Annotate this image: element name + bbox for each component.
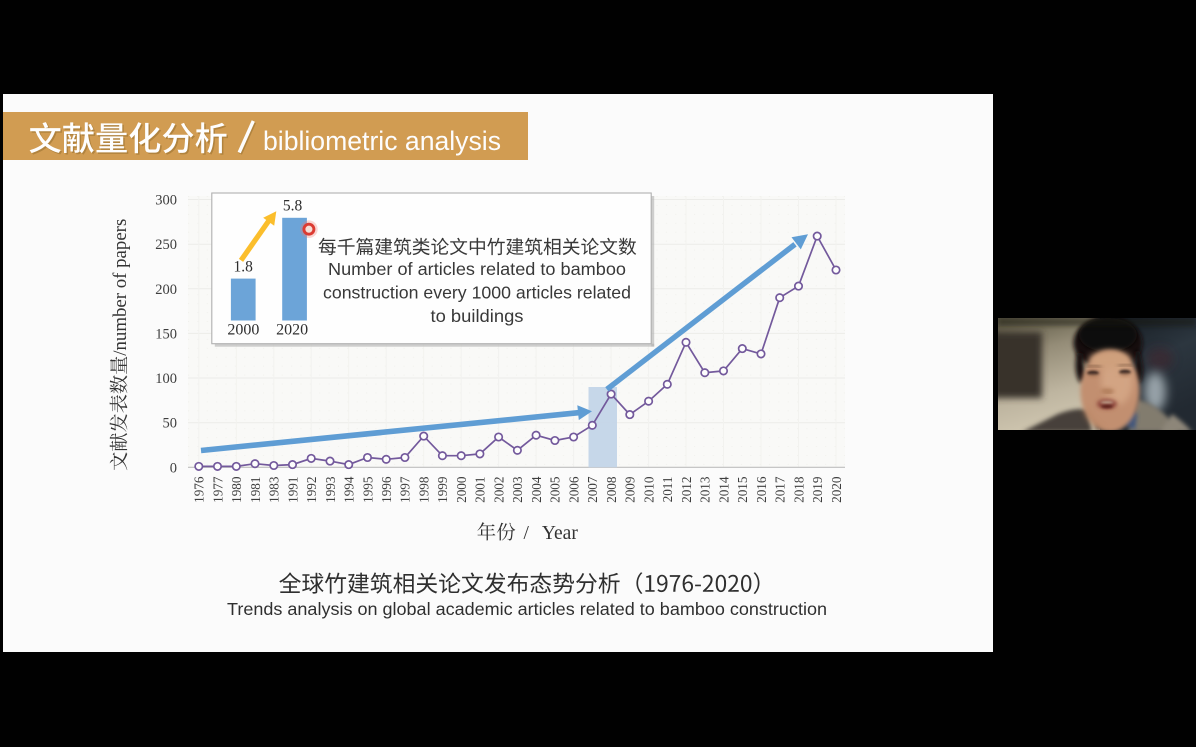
svg-text:1998: 1998 [417,476,432,503]
svg-text:1994: 1994 [342,476,357,503]
svg-text:1991: 1991 [285,477,300,503]
svg-text:1995: 1995 [360,476,375,503]
svg-text:1.8: 1.8 [234,259,254,276]
svg-text:2000: 2000 [227,322,259,339]
svg-text:2010: 2010 [641,476,656,503]
svg-text:1976: 1976 [192,476,207,503]
svg-text:2006: 2006 [566,476,581,503]
svg-text:2000: 2000 [454,476,469,503]
svg-text:2019: 2019 [810,476,825,503]
svg-text:2002: 2002 [491,477,506,503]
svg-text:/number of papers: /number of papers [110,219,131,356]
svg-text:250: 250 [155,237,177,253]
svg-text:Year: Year [542,523,578,544]
svg-text:2020: 2020 [276,322,308,339]
svg-text:2011: 2011 [660,477,675,503]
svg-text:Trends analysis on global acad: Trends analysis on global academic artic… [227,599,827,619]
svg-text:1977: 1977 [210,476,225,503]
svg-text:2018: 2018 [791,476,806,503]
svg-text:2012: 2012 [679,477,694,503]
svg-text:2004: 2004 [529,476,544,503]
svg-text:Number of articles related to: Number of articles related to bamboo [328,259,626,279]
svg-text:2014: 2014 [716,476,731,503]
svg-text:2015: 2015 [735,476,750,503]
svg-text:1981: 1981 [248,477,263,503]
svg-text:2001: 2001 [473,477,488,503]
svg-text:1996: 1996 [379,476,394,503]
svg-text:2007: 2007 [585,476,600,503]
svg-text:2003: 2003 [510,476,525,503]
svg-text:construction every 1000 articl: construction every 1000 articles related [323,282,631,302]
svg-text:2020: 2020 [829,476,844,503]
svg-text:200: 200 [155,282,177,298]
svg-text:1992: 1992 [304,477,319,503]
svg-text:100: 100 [155,371,177,387]
svg-text:50: 50 [163,416,178,432]
svg-text:1997: 1997 [398,476,413,503]
svg-text:1980: 1980 [229,476,244,503]
svg-text:1993: 1993 [323,476,338,503]
svg-text:2016: 2016 [754,476,769,503]
svg-text:300: 300 [155,193,177,209]
svg-text:2008: 2008 [604,476,619,503]
svg-text:150: 150 [155,326,177,342]
svg-text:bibliometric analysis: bibliometric analysis [263,126,501,156]
svg-text:2017: 2017 [773,476,788,503]
svg-text:5.8: 5.8 [283,198,303,215]
svg-text:0: 0 [170,460,177,476]
svg-text:2013: 2013 [698,476,713,503]
svg-text:1983: 1983 [267,476,282,503]
svg-text:2009: 2009 [623,476,638,503]
svg-text:to buildings: to buildings [431,306,524,326]
svg-text:2005: 2005 [548,476,563,503]
svg-text:/: / [524,523,530,544]
svg-text:1999: 1999 [435,476,450,503]
